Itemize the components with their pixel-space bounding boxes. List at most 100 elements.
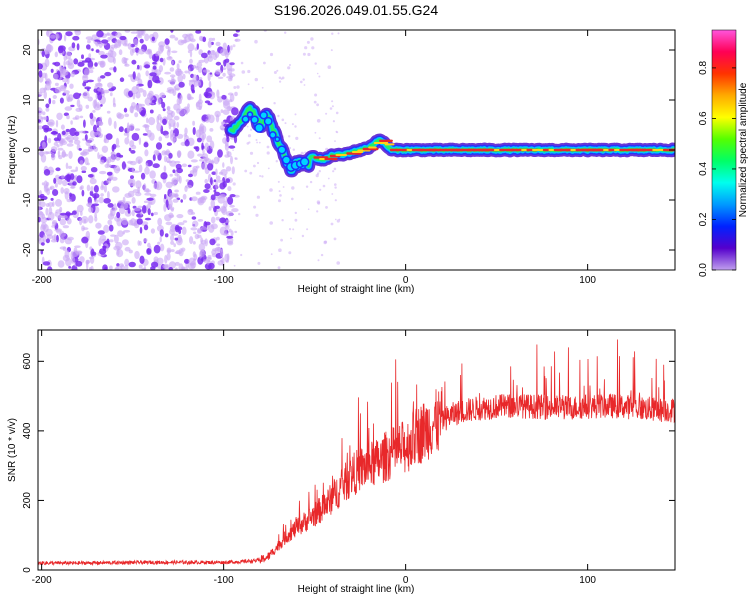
- noise-blob: [89, 246, 93, 250]
- noise-blob: [158, 136, 163, 142]
- noise-blob: [223, 100, 231, 109]
- noise-blob: [107, 213, 115, 220]
- noise-blob: [276, 69, 279, 72]
- noise-blob: [222, 72, 226, 77]
- noise-blob: [81, 170, 87, 173]
- noise-blob: [136, 218, 143, 225]
- noise-blob: [232, 149, 234, 151]
- noise-blob: [169, 34, 176, 39]
- noise-blob: [61, 174, 65, 179]
- noise-blob: [334, 186, 337, 189]
- noise-blob: [204, 142, 209, 151]
- noise-blob: [336, 261, 341, 265]
- ridge-blob: [268, 131, 277, 139]
- noise-blob: [100, 54, 108, 59]
- noise-blob: [75, 166, 78, 172]
- noise-blob: [192, 168, 198, 177]
- noise-blob: [294, 211, 297, 215]
- noise-blob: [316, 119, 321, 123]
- y-tick-label: 200: [22, 492, 33, 509]
- noise-blob: [270, 253, 273, 256]
- noise-blob: [152, 163, 160, 169]
- noise-blob: [52, 73, 59, 80]
- noise-blob: [107, 191, 110, 199]
- y-tick-label: 20: [22, 44, 33, 56]
- noise-blob: [97, 152, 100, 160]
- noise-blob: [180, 266, 186, 270]
- noise-blob: [255, 139, 258, 141]
- noise-blob: [215, 168, 218, 177]
- noise-blob: [124, 113, 130, 118]
- noise-blob: [240, 61, 244, 65]
- ridge-blob: [259, 110, 268, 120]
- spectrogram-x-ticks: -200 -100 0 100: [32, 30, 596, 286]
- noise-blob: [87, 79, 94, 83]
- noise-blob: [327, 177, 330, 180]
- noise-blob: [38, 125, 43, 130]
- noise-blob: [166, 157, 171, 163]
- noise-blob: [229, 99, 233, 103]
- noise-blob: [66, 114, 70, 120]
- noise-blob: [195, 191, 201, 195]
- noise-blob: [57, 260, 65, 268]
- noise-blob: [174, 189, 179, 193]
- y-tick-label: 400: [22, 422, 33, 439]
- noise-blob: [176, 63, 180, 70]
- noise-blob: [216, 236, 220, 241]
- noise-blob: [62, 69, 69, 76]
- noise-blob: [174, 224, 180, 233]
- noise-blob: [190, 196, 198, 202]
- noise-blob: [61, 149, 66, 158]
- noise-blob: [86, 44, 91, 50]
- noise-blob: [146, 248, 152, 255]
- noise-blob: [149, 132, 155, 141]
- noise-blob: [236, 85, 240, 89]
- noise-blob: [134, 112, 139, 118]
- noise-blob: [174, 261, 180, 266]
- noise-blob: [210, 199, 216, 209]
- spectrogram-y-ticks: -20 -10 0 10 20: [22, 44, 675, 257]
- noise-blob: [111, 176, 118, 181]
- noise-blob: [123, 229, 131, 233]
- noise-blob: [87, 66, 95, 70]
- noise-blob: [53, 177, 57, 184]
- noise-blob: [138, 137, 142, 146]
- noise-blob: [117, 113, 125, 120]
- noise-blob: [92, 99, 97, 109]
- noise-blob: [241, 70, 246, 74]
- noise-blob: [128, 147, 132, 152]
- noise-blob: [294, 125, 297, 128]
- noise-blob: [143, 238, 148, 243]
- noise-blob: [281, 76, 285, 80]
- noise-blob: [73, 92, 81, 100]
- noise-blob: [310, 37, 314, 41]
- noise-blob: [95, 222, 102, 229]
- noise-blob: [51, 130, 58, 135]
- noise-blob: [174, 37, 179, 41]
- noise-blob: [153, 244, 161, 254]
- noise-blob: [82, 74, 89, 82]
- noise-blob: [306, 40, 310, 44]
- noise-blob: [259, 175, 262, 177]
- noise-blob: [209, 140, 215, 150]
- noise-blob: [254, 39, 258, 44]
- ridge-blob: [241, 115, 250, 124]
- noise-blob: [331, 32, 334, 35]
- noise-blobs: [38, 30, 341, 270]
- noise-blob: [233, 86, 237, 89]
- ridge-blob: [246, 111, 254, 118]
- noise-blob: [210, 177, 213, 186]
- noise-blob: [89, 267, 92, 270]
- noise-blob: [65, 211, 71, 217]
- noise-blob: [144, 64, 151, 69]
- noise-blob: [201, 249, 205, 252]
- noise-blob: [223, 200, 228, 209]
- noise-blob: [187, 103, 190, 109]
- noise-blob: [149, 170, 156, 179]
- noise-blob: [80, 152, 85, 156]
- noise-blob: [183, 133, 187, 137]
- noise-blob: [171, 233, 179, 236]
- noise-blob: [314, 131, 317, 134]
- noise-blob: [84, 134, 88, 141]
- noise-blob: [201, 145, 205, 150]
